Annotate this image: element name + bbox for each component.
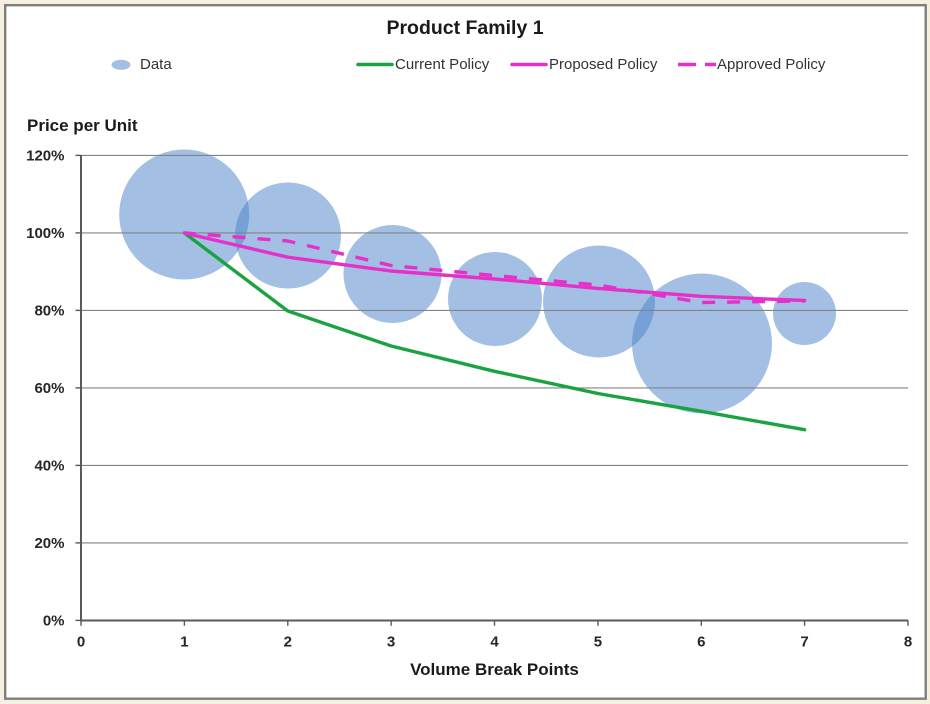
svg-text:Proposed Policy: Proposed Policy bbox=[549, 56, 658, 73]
svg-text:4: 4 bbox=[490, 634, 499, 651]
svg-text:1: 1 bbox=[180, 634, 188, 651]
svg-text:6: 6 bbox=[697, 634, 705, 651]
svg-text:Approved Policy: Approved Policy bbox=[717, 56, 826, 73]
svg-text:8: 8 bbox=[904, 634, 912, 651]
svg-text:3: 3 bbox=[387, 634, 395, 651]
svg-text:Product Family 1: Product Family 1 bbox=[386, 17, 543, 39]
svg-text:7: 7 bbox=[800, 634, 808, 651]
svg-text:100%: 100% bbox=[26, 225, 64, 242]
svg-text:0: 0 bbox=[77, 634, 85, 651]
svg-text:0%: 0% bbox=[43, 612, 65, 629]
svg-text:20%: 20% bbox=[34, 535, 64, 552]
svg-text:Data: Data bbox=[140, 56, 172, 73]
svg-text:Current Policy: Current Policy bbox=[395, 56, 490, 73]
svg-text:2: 2 bbox=[284, 634, 292, 651]
svg-text:Volume Break Points: Volume Break Points bbox=[410, 660, 579, 679]
svg-text:Price per Unit: Price per Unit bbox=[27, 116, 138, 135]
svg-text:40%: 40% bbox=[34, 457, 64, 474]
svg-text:120%: 120% bbox=[26, 147, 64, 164]
svg-text:5: 5 bbox=[594, 634, 602, 651]
svg-text:80%: 80% bbox=[34, 302, 64, 319]
svg-text:60%: 60% bbox=[34, 380, 64, 397]
